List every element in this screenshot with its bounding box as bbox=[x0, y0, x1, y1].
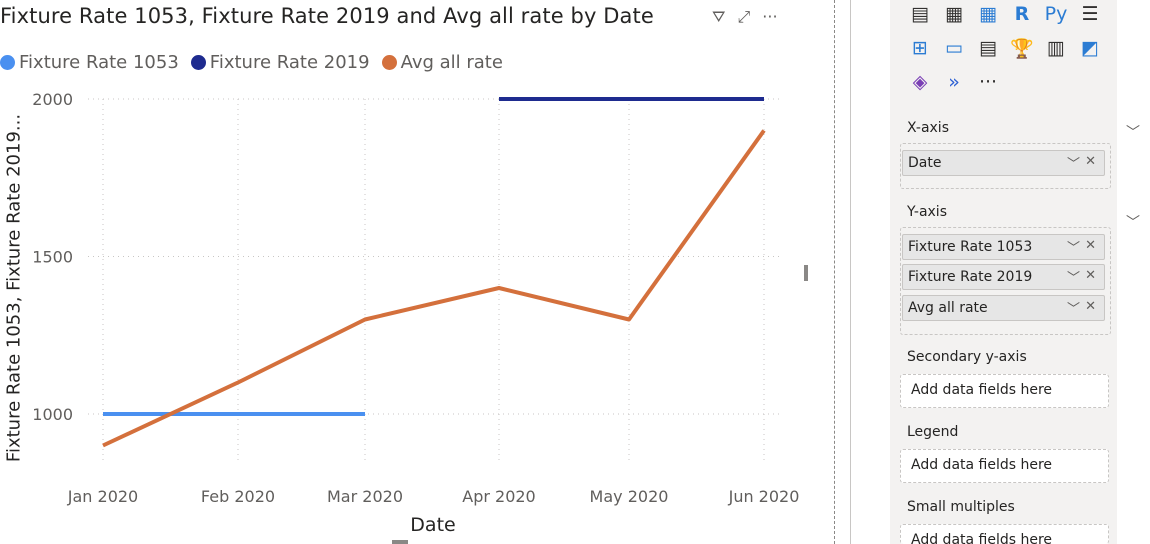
drop-zone-placeholder: Add data fields here bbox=[911, 457, 1053, 473]
x-axis-well-label: X-axis bbox=[907, 120, 949, 136]
small-multiples-drop-zone[interactable]: Add data fields here bbox=[900, 524, 1109, 544]
filter-icon[interactable]: ⛛ bbox=[712, 7, 726, 26]
resize-handle-bottom[interactable] bbox=[392, 540, 408, 544]
legend-item-fixture-rate-1053[interactable]: Fixture Rate 1053 bbox=[0, 52, 179, 73]
expand-chevron-icon[interactable]: ﹀ bbox=[1126, 125, 1140, 141]
y-axis-well-label: Y-axis bbox=[907, 204, 947, 220]
line-chart-visual[interactable]: 1000 1500 2000 Jan 2020 Feb 2020 Mar 2020 Apr … bbox=[0, 0, 808, 544]
field-pill-fixture-rate-1053[interactable]: Fixture Rate 1053 ﹀ ✕ bbox=[902, 234, 1105, 260]
canvas-border bbox=[834, 0, 835, 544]
x-tick-label: Apr 2020 bbox=[462, 487, 535, 506]
more-options-icon[interactable]: ··· bbox=[762, 7, 778, 26]
focus-mode-icon[interactable]: ⤢ bbox=[737, 7, 751, 26]
legend-label: Fixture Rate 1053 bbox=[19, 52, 179, 73]
drop-zone-placeholder: Add data fields here bbox=[911, 382, 1053, 398]
x-tick-label: Jan 2020 bbox=[67, 487, 138, 506]
field-label: Avg all rate bbox=[908, 300, 988, 316]
chart-plot: 1000 1500 2000 Jan 2020 Feb 2020 Mar 2020 Apr … bbox=[32, 90, 800, 506]
power-automate-icon[interactable]: ◈ bbox=[912, 71, 928, 93]
expand-chevron-icon[interactable]: ﹀ bbox=[1126, 215, 1140, 231]
y-axis-well[interactable] bbox=[900, 227, 1111, 335]
field-label: Fixture Rate 1053 bbox=[908, 239, 1033, 255]
x-axis-title: Date bbox=[410, 514, 456, 536]
x-tick-label: Feb 2020 bbox=[201, 487, 275, 506]
small-multiples-well-label: Small multiples bbox=[907, 499, 1015, 515]
pane-divider bbox=[850, 0, 851, 544]
legend-dot-fixture-rate-1053 bbox=[0, 55, 15, 70]
chevron-visual-icon[interactable]: » bbox=[948, 71, 960, 93]
smart-narrative-icon[interactable]: ▤ bbox=[979, 37, 997, 59]
chart-title: Fixture Rate 1053, Fixture Rate 2019 and… bbox=[0, 4, 654, 28]
legend-item-avg-all-rate[interactable]: Avg all rate bbox=[381, 52, 503, 73]
table-icon[interactable]: ▦ bbox=[945, 3, 963, 25]
legend-drop-zone[interactable]: Add data fields here bbox=[900, 449, 1109, 483]
field-label: Date bbox=[908, 155, 942, 171]
legend-dot-fixture-rate-2019 bbox=[190, 55, 206, 70]
key-influencers-icon[interactable]: ☰ bbox=[1081, 3, 1099, 25]
secondary-y-axis-well-label: Secondary y-axis bbox=[907, 349, 1027, 365]
more-visuals-icon[interactable]: ··· bbox=[978, 71, 998, 93]
y-tick-label: 1500 bbox=[32, 248, 73, 267]
remove-field-icon[interactable]: ✕ bbox=[1085, 238, 1096, 253]
legend-label: Avg all rate bbox=[400, 52, 503, 73]
x-tick-label: Jun 2020 bbox=[728, 487, 800, 506]
x-tick-label: Mar 2020 bbox=[327, 487, 403, 506]
x-tick-label: May 2020 bbox=[590, 487, 669, 506]
secondary-y-axis-drop-zone[interactable]: Add data fields here bbox=[900, 374, 1109, 408]
remove-field-icon[interactable]: ✕ bbox=[1085, 268, 1096, 283]
visual-gallery: ▤ ▦ ▦ R Py ☰ ⊞ ▭ ▤ 🏆 ▥ ◩ ◈ » ··· bbox=[906, 0, 1110, 96]
field-label: Fixture Rate 2019 bbox=[908, 269, 1033, 285]
decomposition-tree-icon[interactable]: ⊞ bbox=[912, 37, 928, 59]
legend-well-label: Legend bbox=[907, 424, 959, 440]
power-apps-icon[interactable]: ◩ bbox=[1081, 37, 1099, 59]
field-pill-fixture-rate-2019[interactable]: Fixture Rate 2019 ﹀ ✕ bbox=[902, 264, 1105, 290]
series-line-avg-all-rate bbox=[102, 129, 766, 448]
legend-item-fixture-rate-2019[interactable]: Fixture Rate 2019 bbox=[190, 52, 370, 73]
chevron-down-icon[interactable]: ﹀ bbox=[1066, 302, 1080, 317]
remove-field-icon[interactable]: ✕ bbox=[1085, 299, 1096, 314]
matrix-icon[interactable]: ▦ bbox=[979, 3, 997, 25]
legend-label: Fixture Rate 2019 bbox=[209, 52, 370, 73]
chevron-down-icon[interactable]: ﹀ bbox=[1066, 241, 1080, 256]
legend-dot-avg-all-rate bbox=[381, 55, 397, 70]
remove-field-icon[interactable]: ✕ bbox=[1085, 154, 1096, 169]
drop-zone-placeholder: Add data fields here bbox=[911, 532, 1053, 544]
y-axis-title: Fixture Rate 1053, Fixture Rate 2019... bbox=[3, 113, 25, 463]
resize-handle-right[interactable] bbox=[804, 265, 808, 281]
field-pill-date[interactable]: Date ﹀ ✕ bbox=[902, 150, 1105, 176]
goals-icon[interactable]: 🏆 bbox=[1010, 37, 1034, 60]
python-visual-icon[interactable]: Py bbox=[1044, 3, 1068, 25]
qa-icon[interactable]: ▭ bbox=[945, 37, 963, 59]
chevron-down-icon[interactable]: ﹀ bbox=[1066, 157, 1080, 172]
y-tick-label: 1000 bbox=[32, 405, 73, 424]
paginated-report-icon[interactable]: ▥ bbox=[1047, 37, 1065, 59]
r-visual-icon[interactable]: R bbox=[1014, 3, 1030, 25]
field-pill-avg-all-rate[interactable]: Avg all rate ﹀ ✕ bbox=[902, 295, 1105, 321]
x-axis-well[interactable] bbox=[900, 143, 1111, 189]
stacked-column-icon[interactable]: ▤ bbox=[911, 3, 929, 25]
visual-header-icons: ⛛ ⤢ ··· bbox=[712, 6, 778, 28]
chart-legend: Fixture Rate 1053 Fixture Rate 2019 Avg … bbox=[0, 52, 515, 73]
chevron-down-icon[interactable]: ﹀ bbox=[1066, 271, 1080, 286]
y-tick-label: 2000 bbox=[32, 90, 73, 109]
